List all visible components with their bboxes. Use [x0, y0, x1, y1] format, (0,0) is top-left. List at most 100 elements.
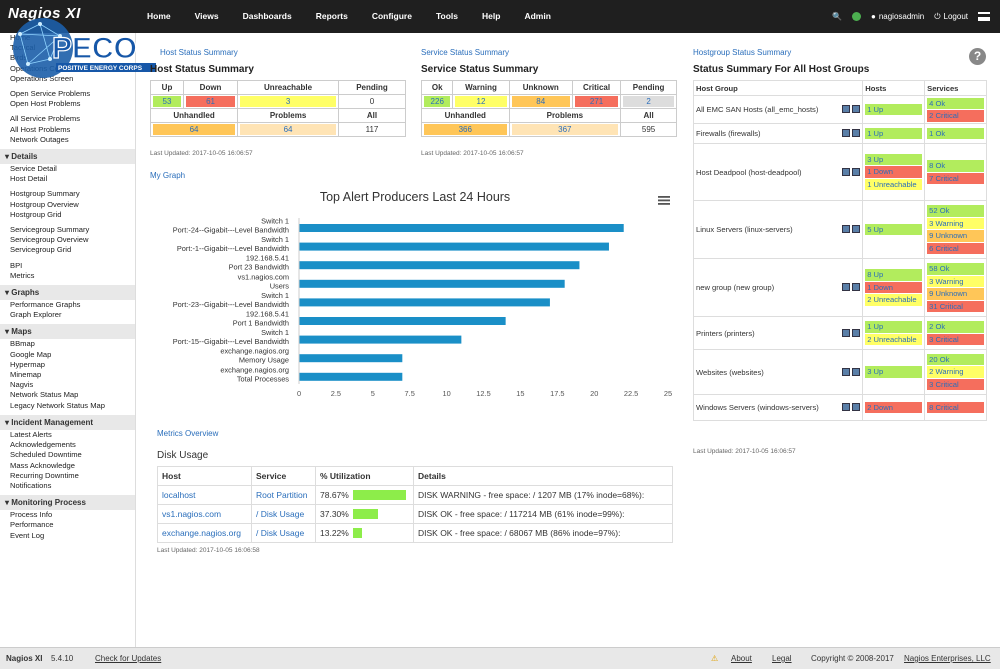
hostgroup-console-icon[interactable]: [852, 367, 861, 376]
disk-service-link[interactable]: / Disk Usage: [251, 523, 316, 543]
hostgroup-detail-icon[interactable]: [842, 129, 851, 137]
hostgroup-name[interactable]: Websites (websites): [696, 367, 764, 377]
hostgroup-name[interactable]: Firewalls (firewalls): [696, 129, 761, 138]
sidebar-item-process-info[interactable]: Process Info: [10, 510, 53, 520]
hostgroup-detail-icon[interactable]: [842, 105, 851, 113]
hostgroup-hosts-status[interactable]: 2 Unreachable: [865, 333, 923, 345]
sidebar-item-servicegroup-overview[interactable]: Servicegroup Overview: [10, 235, 89, 245]
hostgroup-hosts-status[interactable]: 2 Down: [865, 401, 923, 414]
hostgroup-hosts-status[interactable]: 5 Up: [865, 223, 923, 236]
chart-bar[interactable]: [299, 317, 506, 325]
logout-link[interactable]: Logout: [943, 12, 968, 21]
sidebar-section-graphs[interactable]: Graphs: [0, 285, 135, 301]
nav-help[interactable]: Help: [482, 11, 501, 21]
hostgroup-hosts-status[interactable]: 1 Down: [865, 281, 923, 294]
hs-count-down[interactable]: 61: [186, 96, 236, 107]
chart-bar[interactable]: [299, 372, 403, 381]
sidebar-section-incident-management[interactable]: Incident Management: [0, 414, 135, 430]
hostgroup-hosts-status[interactable]: 1 Down: [865, 166, 923, 178]
disk-host-link[interactable]: localhost: [157, 485, 252, 505]
hostgroup-services-status[interactable]: 2 Ok: [927, 321, 984, 333]
sidebar-item-hostgroup-grid[interactable]: Hostgroup Grid: [10, 209, 62, 219]
hostgroup-detail-icon[interactable]: [842, 367, 851, 376]
nav-dashboards[interactable]: Dashboards: [242, 11, 292, 21]
sidebar-item-scheduled-downtime[interactable]: Scheduled Downtime: [10, 450, 82, 460]
hostgroup-services-status[interactable]: 6 Critical: [927, 242, 984, 254]
sidebar-item-network-status-map[interactable]: Network Status Map: [10, 390, 79, 400]
nav-configure[interactable]: Configure: [371, 11, 412, 21]
hostgroup-detail-icon[interactable]: [842, 283, 851, 291]
brand-logo[interactable]: Nagios XI: [8, 5, 81, 22]
hostgroup-console-icon[interactable]: [852, 129, 861, 137]
hostgroup-detail-icon[interactable]: [842, 403, 851, 411]
sidebar-item-graph-explorer[interactable]: Graph Explorer: [10, 310, 62, 320]
chart-bar[interactable]: [299, 279, 565, 288]
company-link[interactable]: Nagios Enterprises, LLC: [904, 654, 991, 663]
sidebar-item-latest-alerts[interactable]: Latest Alerts: [10, 429, 52, 439]
sidebar-item-acknowledgements[interactable]: Acknowledgements: [10, 440, 76, 450]
ss-total-unhandled[interactable]: 366: [424, 124, 507, 135]
sidebar-item-metrics[interactable]: Metrics: [10, 270, 35, 280]
my-graph-link[interactable]: My Graph: [150, 171, 186, 180]
hostgroup-services-status[interactable]: 9 Unknown: [927, 230, 984, 242]
hostgroup-name[interactable]: Host Deadpool (host-deadpool): [696, 167, 802, 177]
hostgroup-services-status[interactable]: 3 Critical: [927, 378, 984, 391]
hostgroup-console-icon[interactable]: [852, 328, 861, 337]
hostgroup-name[interactable]: Printers (printers): [696, 328, 755, 338]
hs-count-up[interactable]: 53: [153, 96, 182, 107]
ss-count-unknown[interactable]: 84: [511, 96, 570, 107]
hostgroup-services-status[interactable]: 4 Ok: [927, 97, 984, 109]
ss-count-critical[interactable]: 271: [574, 96, 619, 107]
hostgroup-console-icon[interactable]: [852, 403, 861, 411]
hostgroup-hosts-status[interactable]: 8 Up: [865, 269, 923, 281]
sidebar-item-event-log[interactable]: Event Log: [10, 530, 45, 540]
sidebar-item-recurring-downtime[interactable]: Recurring Downtime: [10, 470, 79, 480]
chart-bar[interactable]: [299, 224, 624, 232]
hostgroup-hosts-status[interactable]: 1 Up: [865, 321, 923, 333]
sidebar-item-operations-screen[interactable]: Operations Screen: [10, 73, 74, 83]
ss-count-pending[interactable]: 2: [623, 96, 674, 107]
sidebar-item-all-host-problems[interactable]: All Host Problems: [10, 124, 71, 134]
chart-bar[interactable]: [299, 354, 403, 363]
ss-total-problems[interactable]: 367: [511, 124, 619, 135]
sidebar-item-minemap[interactable]: Minemap: [10, 370, 42, 380]
about-link[interactable]: About: [731, 654, 752, 663]
sidebar-item-nagvis[interactable]: Nagvis: [10, 380, 34, 390]
hostgroup-services-status[interactable]: 8 Critical: [927, 401, 984, 414]
hostgroup-services-status[interactable]: 3 Warning: [927, 275, 984, 287]
hs-count-unreachable[interactable]: 3: [240, 96, 336, 107]
sidebar-section-maps[interactable]: Maps: [0, 324, 135, 340]
sidebar-item-hypermap[interactable]: Hypermap: [10, 359, 46, 369]
sidebar-item-hostgroup-overview[interactable]: Hostgroup Overview: [10, 199, 79, 209]
hostgroup-services-status[interactable]: 2 Critical: [927, 110, 984, 122]
nav-views[interactable]: Views: [194, 11, 219, 21]
host-status-summary-link[interactable]: Host Status Summary: [160, 48, 238, 57]
hostgroup-services-status[interactable]: 7 Critical: [927, 172, 984, 184]
hostgroup-services-status[interactable]: 1 Ok: [927, 127, 984, 140]
hostgroup-name[interactable]: Linux Servers (linux-servers): [696, 225, 793, 234]
sidebar-item-open-host-problems[interactable]: Open Host Problems: [10, 99, 81, 109]
hostgroup-services-status[interactable]: 9 Unknown: [927, 288, 984, 300]
ss-count-warning[interactable]: 12: [455, 96, 507, 107]
hostgroup-console-icon[interactable]: [852, 225, 861, 233]
sidebar-item-all-service-problems[interactable]: All Service Problems: [10, 114, 81, 124]
username-link[interactable]: nagiosadmin: [878, 12, 925, 21]
nav-home[interactable]: Home: [147, 11, 171, 21]
chart-bar[interactable]: [299, 261, 580, 270]
sidebar-item-host-detail[interactable]: Host Detail: [10, 174, 48, 184]
sidebar-item-notifications[interactable]: Notifications: [10, 480, 52, 490]
chart-bar[interactable]: [299, 298, 550, 307]
nav-tools[interactable]: Tools: [435, 11, 459, 21]
hostgroup-console-icon[interactable]: [852, 167, 861, 176]
sidebar-item-mass-acknowledge[interactable]: Mass Acknowledge: [10, 460, 76, 470]
warning-icon[interactable]: ⚠: [711, 654, 719, 663]
sidebar-item-servicegroup-summary[interactable]: Servicegroup Summary: [10, 225, 90, 235]
hostgroup-hosts-status[interactable]: 3 Up: [865, 153, 923, 166]
hostgroup-services-status[interactable]: 8 Ok: [927, 160, 984, 172]
hs-count-pending[interactable]: 0: [369, 97, 375, 106]
sidebar-item-legacy-network-status-map[interactable]: Legacy Network Status Map: [10, 400, 105, 410]
hostgroup-services-status[interactable]: 58 Ok: [927, 263, 984, 275]
chart-bar[interactable]: [299, 242, 609, 251]
sidebar-item-open-service-problems[interactable]: Open Service Problems: [10, 89, 91, 99]
help-icon[interactable]: ?: [969, 48, 986, 65]
